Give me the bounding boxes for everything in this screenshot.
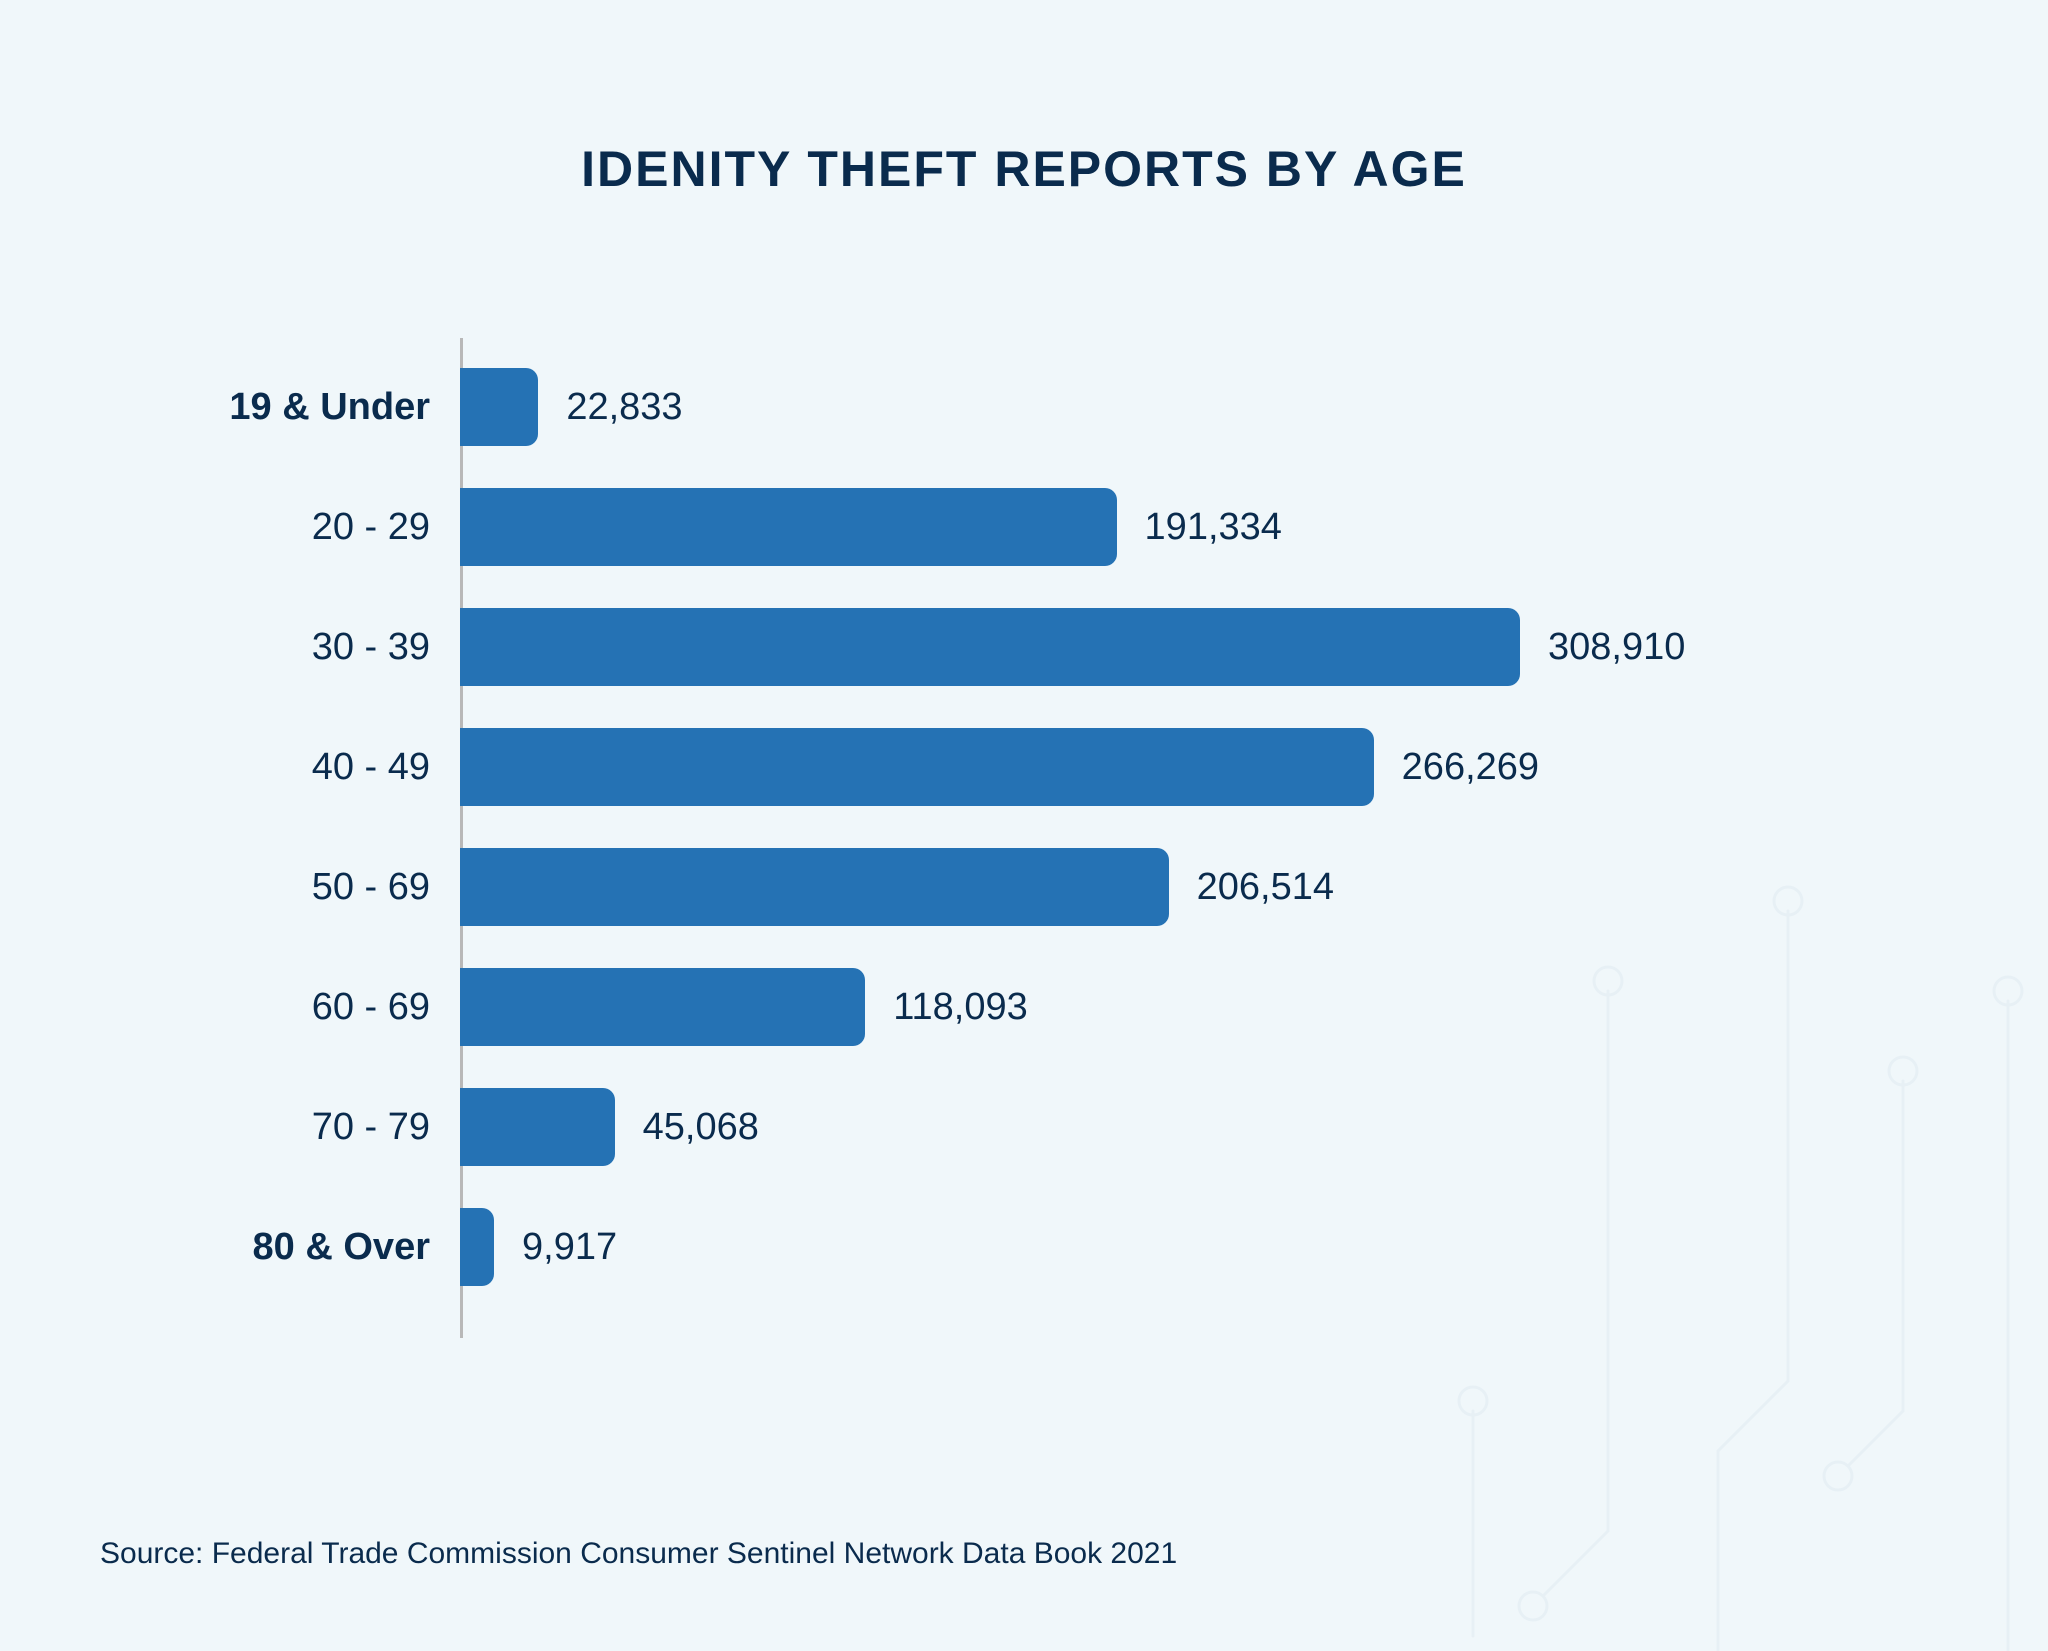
bar-row: 30 - 39308,910 xyxy=(460,608,1948,686)
bar xyxy=(460,608,1520,686)
bar xyxy=(460,968,865,1046)
bar-row: 60 - 69118,093 xyxy=(460,968,1948,1046)
bar-value: 308,910 xyxy=(1548,626,1685,669)
bar-value: 9,917 xyxy=(522,1226,617,1269)
chart-area: 19 & Under22,833 20 - 29191,334 30 - 39308… xyxy=(460,338,1948,1338)
bar-label: 50 - 69 xyxy=(312,866,430,909)
bars-group: 19 & Under22,833 20 - 29191,334 30 - 39308… xyxy=(460,338,1948,1286)
bar-label: 80 & Over xyxy=(253,1226,430,1269)
bar-value: 118,093 xyxy=(893,986,1028,1029)
bar-value: 206,514 xyxy=(1197,866,1334,909)
bar-label: 70 - 79 xyxy=(312,1106,430,1149)
bar-label: 19 & Under xyxy=(229,386,430,429)
chart-container: IDENITY THEFT REPORTS BY AGE 19 & Under2… xyxy=(0,0,2048,1651)
bar xyxy=(460,1088,615,1166)
bar-row: 19 & Under22,833 xyxy=(460,368,1948,446)
bar-row: 50 - 69206,514 xyxy=(460,848,1948,926)
bar-label: 30 - 39 xyxy=(312,626,430,669)
bar-label: 60 - 69 xyxy=(312,986,430,1029)
chart-title: IDENITY THEFT REPORTS BY AGE xyxy=(100,140,1948,198)
bar-row: 20 - 29191,334 xyxy=(460,488,1948,566)
source-text: Source: Federal Trade Commission Consume… xyxy=(100,1537,1177,1571)
bar-label: 40 - 49 xyxy=(312,746,430,789)
bar xyxy=(460,368,538,446)
bar-value: 22,833 xyxy=(566,386,682,429)
bar xyxy=(460,848,1169,926)
bar xyxy=(460,488,1117,566)
bar-value: 266,269 xyxy=(1402,746,1539,789)
bar xyxy=(460,1208,494,1286)
bar-row: 40 - 49266,269 xyxy=(460,728,1948,806)
bar xyxy=(460,728,1374,806)
bar-row: 80 & Over9,917 xyxy=(460,1208,1948,1286)
bar-label: 20 - 29 xyxy=(312,506,430,549)
bar-value: 191,334 xyxy=(1145,506,1282,549)
bar-row: 70 - 7945,068 xyxy=(460,1088,1948,1166)
bar-value: 45,068 xyxy=(643,1106,759,1149)
